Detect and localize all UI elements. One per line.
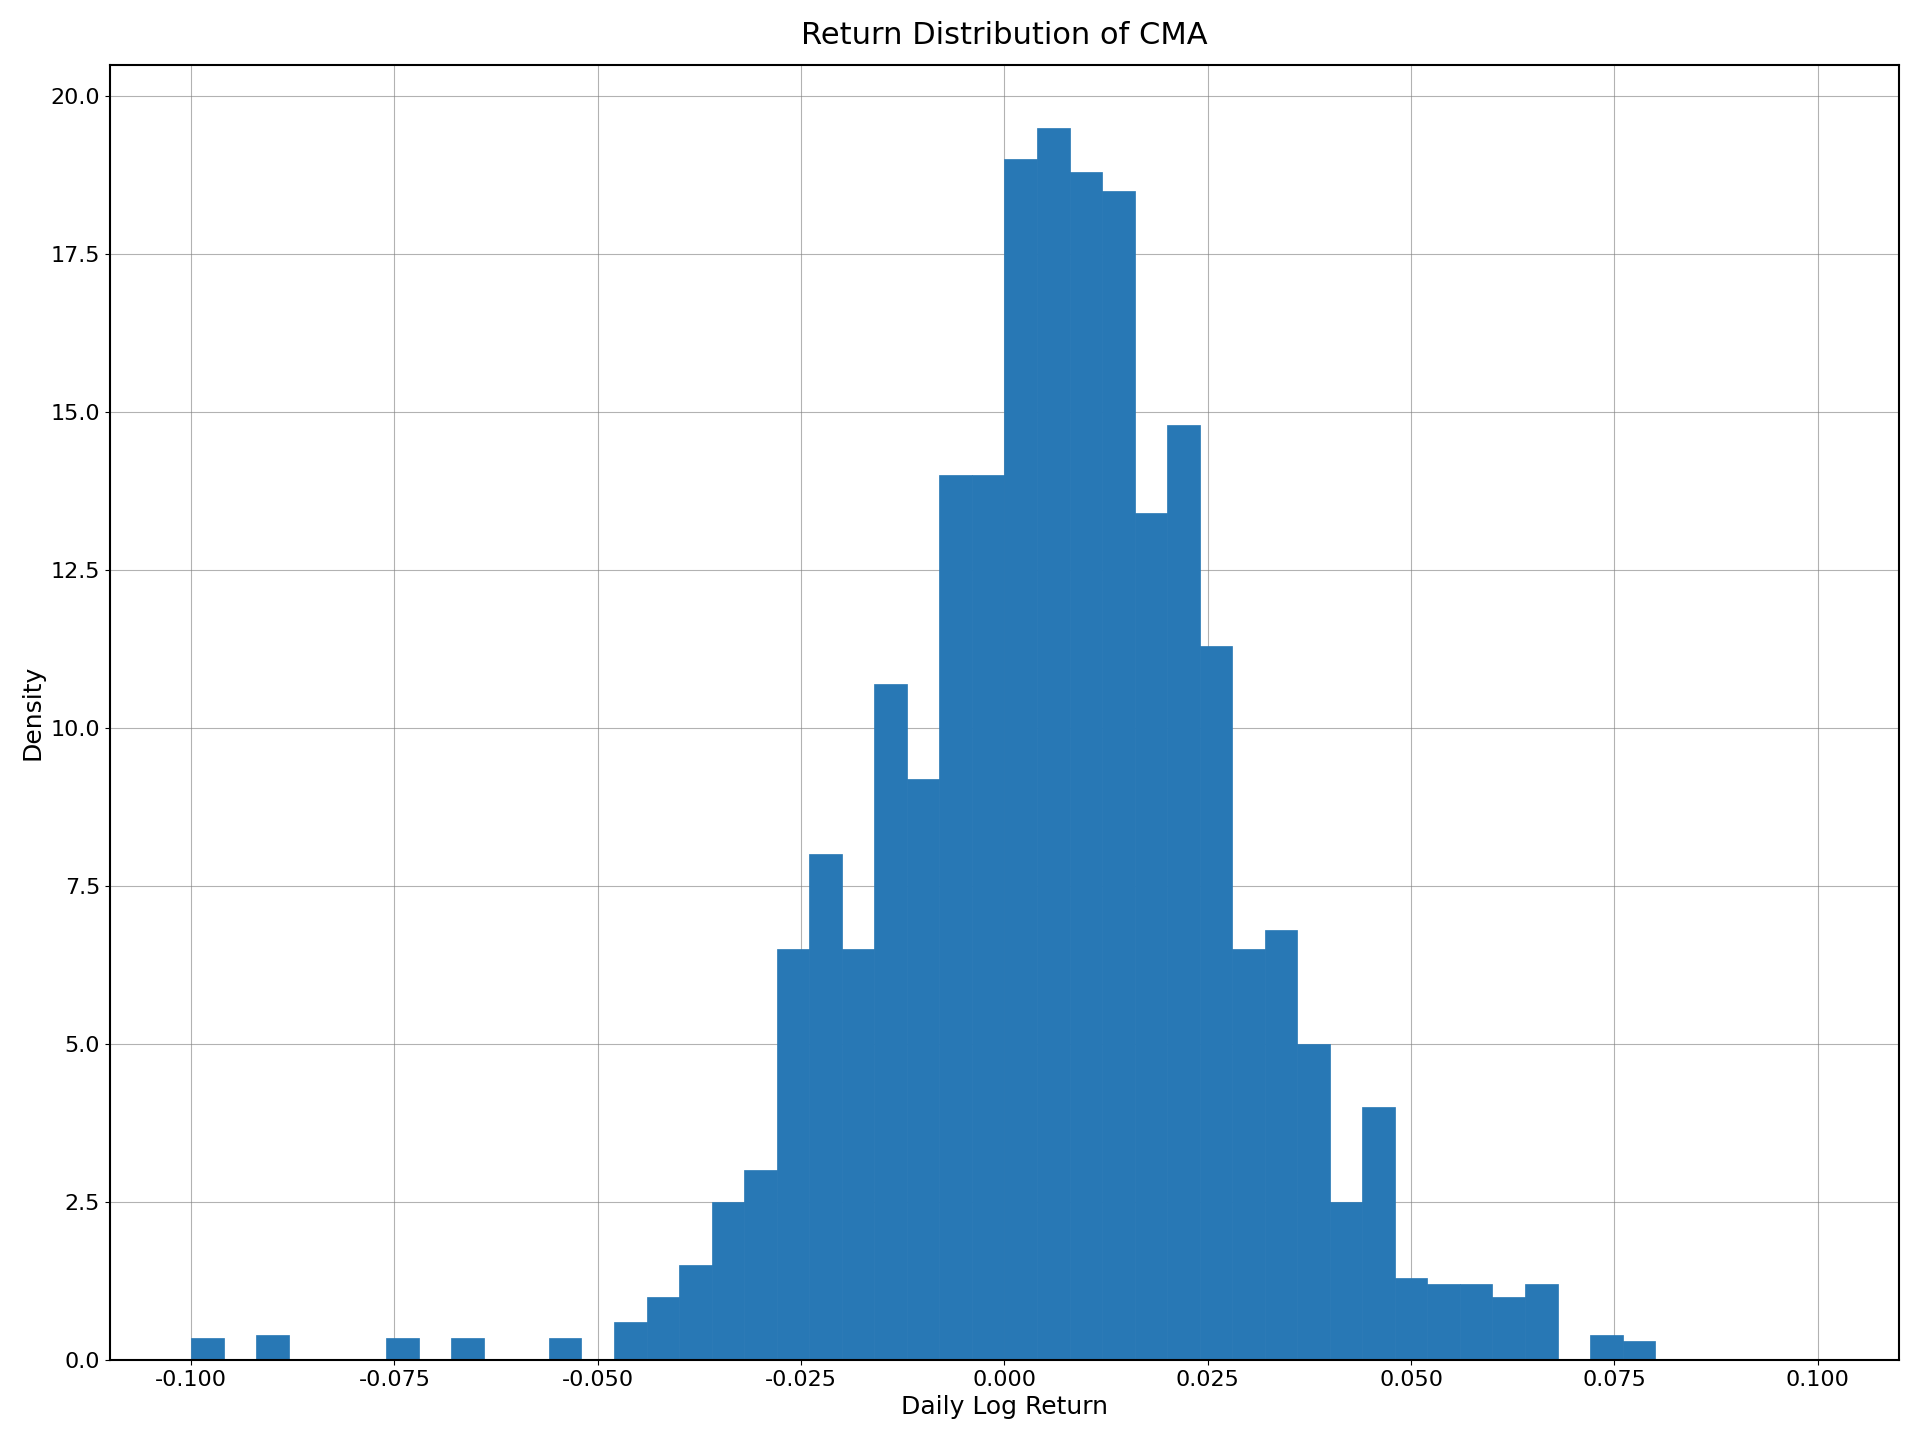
Bar [778, 949, 808, 1359]
Bar [1200, 647, 1233, 1359]
Bar [712, 1202, 745, 1359]
Bar [1102, 192, 1135, 1359]
Bar [1427, 1284, 1459, 1359]
X-axis label: Daily Log Return: Daily Log Return [900, 1395, 1108, 1420]
Bar [939, 475, 972, 1359]
Bar [1233, 949, 1265, 1359]
Bar [841, 949, 874, 1359]
Bar [549, 1338, 582, 1359]
Bar [1298, 1044, 1331, 1359]
Bar [1394, 1277, 1427, 1359]
Bar [745, 1171, 778, 1359]
Bar [1004, 160, 1037, 1359]
Bar [614, 1322, 647, 1359]
Bar [1363, 1107, 1394, 1359]
Y-axis label: Density: Density [21, 665, 44, 760]
Bar [1331, 1202, 1363, 1359]
Bar [386, 1338, 419, 1359]
Bar [1492, 1296, 1524, 1359]
Bar [1524, 1284, 1557, 1359]
Bar [1265, 930, 1298, 1359]
Bar [680, 1266, 712, 1359]
Bar [1167, 425, 1200, 1359]
Bar [1069, 171, 1102, 1359]
Bar [451, 1338, 484, 1359]
Bar [874, 684, 906, 1359]
Bar [1590, 1335, 1622, 1359]
Bar [1037, 128, 1069, 1359]
Bar [808, 854, 841, 1359]
Bar [972, 475, 1004, 1359]
Bar [192, 1338, 223, 1359]
Bar [647, 1296, 680, 1359]
Bar [255, 1335, 288, 1359]
Bar [1622, 1341, 1655, 1359]
Bar [1459, 1284, 1492, 1359]
Bar [1135, 513, 1167, 1359]
Title: Return Distribution of CMA: Return Distribution of CMA [801, 20, 1208, 50]
Bar [906, 779, 939, 1359]
